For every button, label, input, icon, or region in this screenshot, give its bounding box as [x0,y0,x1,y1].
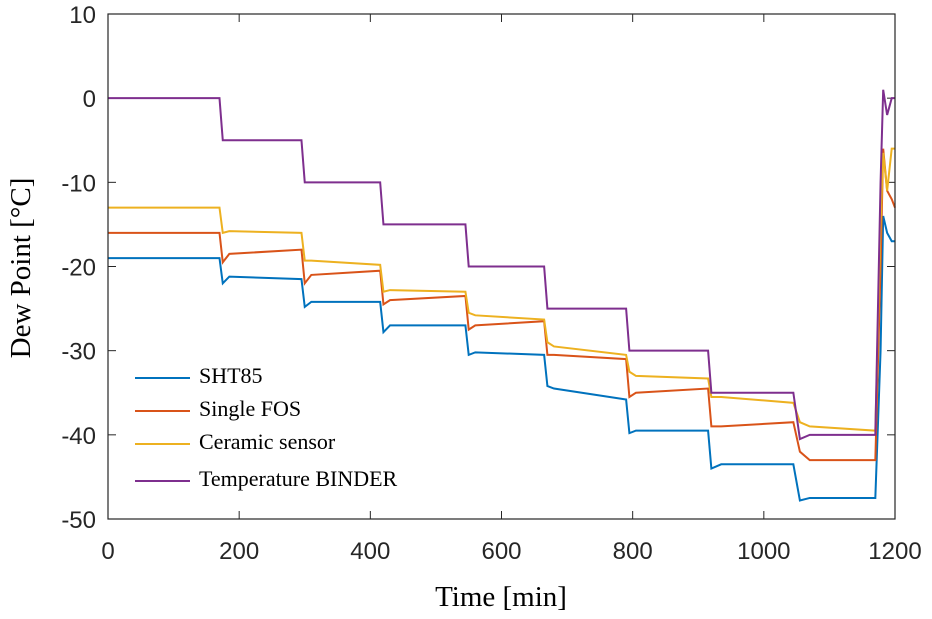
y-tick-label: 10 [69,2,96,29]
x-tick-label: 600 [481,538,521,565]
axes-box [107,13,896,520]
series-line [108,215,895,502]
y-tick-label: 0 [83,86,96,113]
x-tick-label: 400 [350,538,390,565]
series-line [108,89,895,441]
legend-label: Ceramic sensor [199,429,336,454]
y-tick-label: -10 [61,170,96,197]
y-tick-label: -40 [61,423,96,450]
x-tick-label: 800 [613,538,653,565]
x-tick-label: 1200 [868,538,921,565]
y-axis-label: Dew Point [°C] [5,178,37,359]
y-tick-label: -50 [61,507,96,534]
series-line [108,147,895,432]
x-axis-label: Time [min] [435,581,567,613]
x-tick-label: 0 [101,538,114,565]
series-line [108,148,896,462]
y-tick-label: -20 [61,255,96,282]
x-tick-label: 1000 [737,538,790,565]
y-tick-label: -30 [61,339,96,366]
x-tick-label: 200 [219,538,259,565]
legend-label: SHT85 [199,363,263,388]
legend-label: Temperature BINDER [199,466,398,491]
legend-label: Single FOS [199,396,301,421]
